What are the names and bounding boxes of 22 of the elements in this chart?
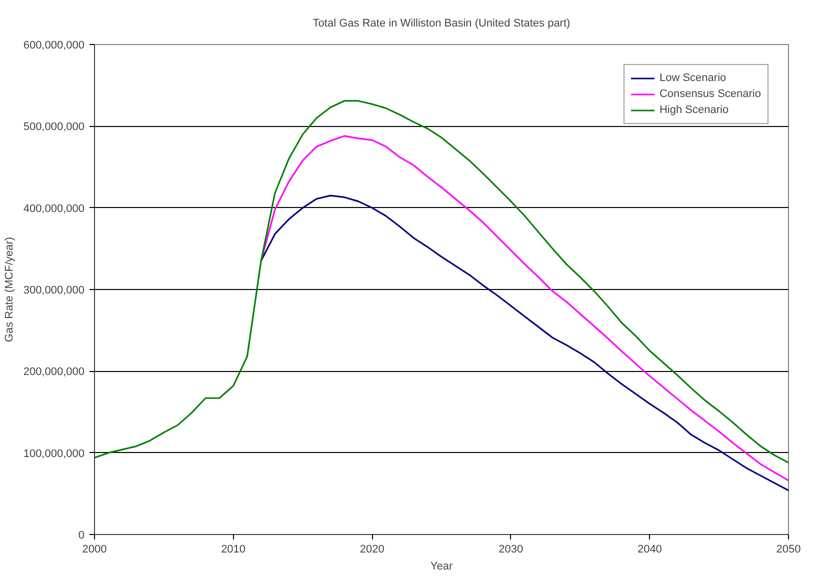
line-series bbox=[260, 135, 788, 482]
y-tick-label: 500,000,000 bbox=[23, 121, 84, 134]
y-tick-label: 400,000,000 bbox=[23, 202, 84, 215]
legend-label: Low Scenario bbox=[659, 71, 726, 85]
x-tick-label: 2010 bbox=[221, 544, 246, 556]
y-tick-label: 300,000,000 bbox=[23, 284, 84, 296]
x-tick-label: 2050 bbox=[776, 544, 801, 556]
legend-label: High Scenario bbox=[659, 103, 729, 117]
line-series bbox=[260, 194, 788, 492]
y-tick-label: 600,000,000 bbox=[23, 40, 84, 52]
line-series bbox=[94, 100, 788, 464]
x-tick-label: 2020 bbox=[360, 544, 384, 556]
y-tick-label: 200,000,000 bbox=[23, 366, 84, 378]
x-tick-label: 2000 bbox=[82, 544, 107, 556]
y-axis-title: Gas Rate (MCF/year) bbox=[3, 236, 16, 342]
x-axis-title: Year bbox=[430, 560, 453, 572]
y-tick-label: 0 bbox=[78, 530, 85, 542]
x-tick-label: 2040 bbox=[637, 544, 662, 556]
chart-title: Total Gas Rate in Williston Basin (United States part) bbox=[312, 18, 570, 30]
x-tick-label: 2030 bbox=[498, 544, 524, 556]
legend-label: Consensus Scenario bbox=[659, 87, 761, 101]
y-tick-label: 100,000,000 bbox=[23, 448, 84, 460]
